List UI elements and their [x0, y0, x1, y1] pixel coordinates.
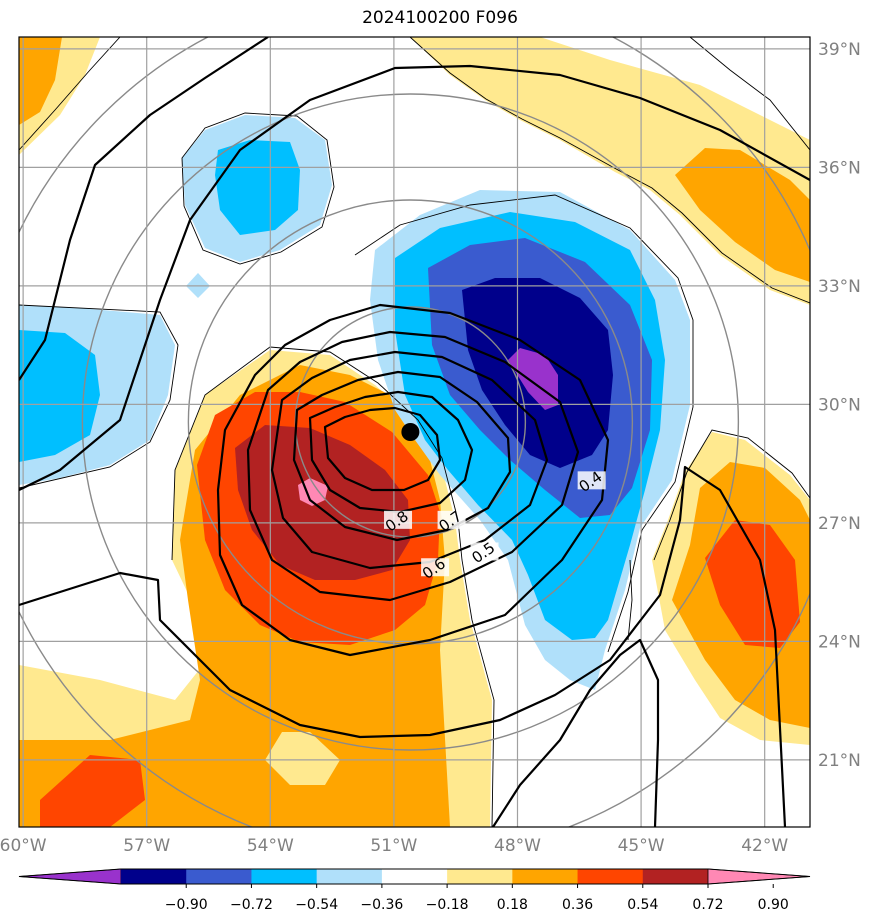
colorbar: −0.90 −0.72 −0.54 −0.36 −0.18 0.18 0.36 0.54 0.7… — [18, 868, 811, 913]
colorbar-segment — [642, 869, 709, 884]
lat-tick-label: 39°N — [818, 40, 861, 60]
contour-label-bg — [437, 510, 466, 529]
axis-tick-labels: 60°W 57°W 54°W 51°W 48°W 45°W 42°W 39°N 36°N 33°N… — [0, 40, 861, 856]
contour-label-bg — [470, 542, 499, 561]
contour-line — [292, 370, 512, 542]
black-contour-layer — [19, 37, 810, 827]
colorbar-segment — [447, 869, 513, 884]
anomaly-fill — [19, 37, 62, 125]
lon-tick-label: 51°W — [370, 836, 417, 856]
anomaly-fill — [19, 330, 100, 462]
contour-line — [270, 350, 549, 570]
thin-contour-layer — [19, 37, 810, 827]
anomaly-fill — [705, 520, 800, 648]
colorbar-segment — [121, 869, 187, 884]
contour-line — [19, 37, 269, 381]
anomaly-fill — [410, 37, 810, 305]
colorbar-extend-high — [707, 868, 811, 885]
colorbar-segment — [381, 869, 448, 884]
lat-tick-label: 21°N — [818, 751, 861, 771]
contour-line — [19, 64, 810, 491]
anomaly-fill-layer — [19, 37, 810, 827]
chart-title: 2024100200 F096 — [362, 8, 518, 28]
lat-tick-label: 24°N — [818, 632, 861, 652]
colorbar-tick-label: 0.54 — [627, 897, 658, 913]
contour-line — [19, 465, 787, 827]
lon-tick-label: 54°W — [247, 836, 294, 856]
contour-line — [323, 406, 442, 492]
colorbar-tick-label: 0.72 — [692, 897, 723, 913]
thin-contour — [627, 559, 633, 641]
colorbar-extend-low — [18, 868, 122, 885]
lat-tick-label: 33°N — [818, 277, 861, 297]
colorbar-tick-label: −0.72 — [230, 897, 273, 913]
lat-tick-label: 27°N — [818, 514, 861, 534]
range-ring — [81, 93, 740, 751]
thin-contour — [19, 37, 121, 151]
lon-tick-label: 42°W — [741, 836, 788, 856]
lat-tick-label: 30°N — [818, 395, 861, 415]
colorbar-segment — [512, 869, 579, 884]
colorbar-tick-label: 0.90 — [758, 897, 789, 913]
anomaly-fill — [675, 148, 810, 282]
contour-label-bg — [421, 558, 450, 577]
colorbar-segment — [316, 869, 383, 884]
thin-contour — [653, 429, 810, 561]
colorbar-tick-label: −0.54 — [295, 897, 338, 913]
colorbar-segment — [186, 869, 252, 884]
colorbar-tick-label: 0.18 — [497, 897, 528, 913]
map-frame — [18, 36, 811, 828]
storm-center-marker — [401, 423, 420, 441]
thin-contour — [171, 346, 495, 827]
colorbar-segment — [251, 869, 318, 884]
lon-tick-label: 45°W — [618, 836, 665, 856]
thin-contour — [689, 37, 810, 151]
lon-tick-label: 57°W — [123, 836, 170, 856]
lon-tick-label: 48°W — [494, 836, 541, 856]
anomaly-fill — [508, 348, 558, 410]
contour-label-bg — [384, 510, 413, 529]
anomaly-fill — [298, 478, 328, 506]
thin-contour — [19, 304, 179, 489]
colorbar-tick-label: 0.36 — [562, 897, 593, 913]
thin-contour — [354, 194, 694, 653]
thin-contour — [181, 112, 335, 265]
contour-line — [216, 303, 610, 657]
anomaly-fill — [40, 755, 145, 827]
colorbar-tick-label: −0.36 — [360, 897, 403, 913]
contour-label-bg — [577, 471, 606, 490]
anomaly-fill — [265, 732, 340, 785]
lon-tick-label: 60°W — [0, 836, 47, 856]
thin-contour — [409, 37, 810, 304]
colorbar-tick-label: −0.90 — [165, 897, 208, 913]
lat-tick-label: 36°N — [818, 158, 861, 178]
anomaly-fill — [235, 425, 410, 580]
anomaly-fill — [215, 140, 300, 235]
colorbar-outline — [18, 868, 811, 885]
contour-line — [246, 330, 580, 602]
contour-line — [308, 390, 474, 514]
contour-line — [492, 638, 660, 827]
colorbar-segment — [577, 869, 644, 884]
colorbar-tick-label: −0.18 — [426, 897, 469, 913]
